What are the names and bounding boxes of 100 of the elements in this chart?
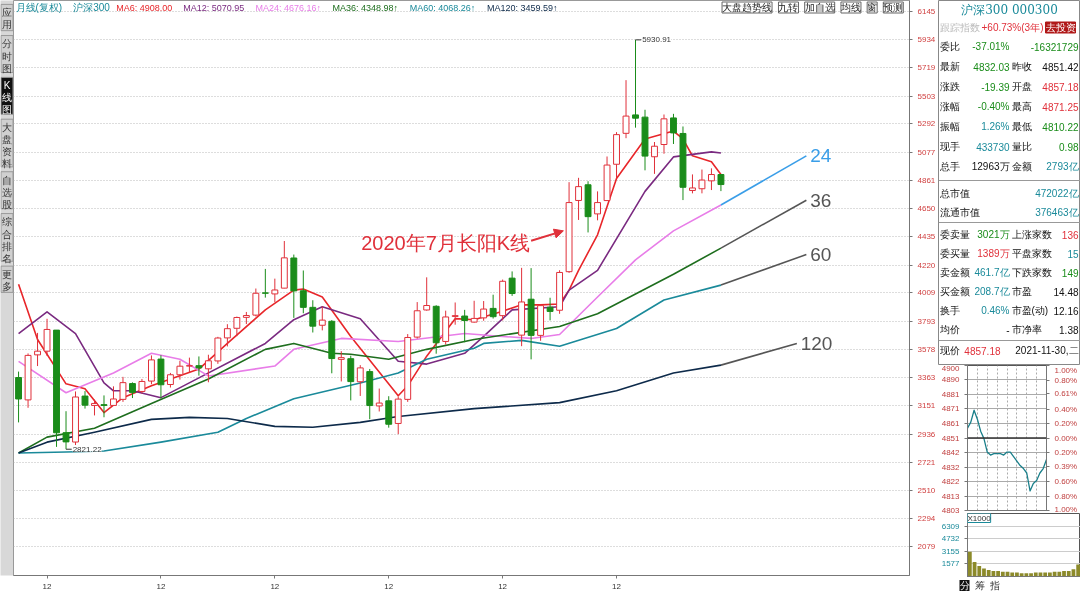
y-tick-label: 4009 — [917, 288, 936, 298]
text: 1389万 — [977, 248, 1010, 259]
x-tick-label: 12 — [612, 581, 622, 591]
candlestick — [15, 371, 22, 423]
candlestick — [43, 318, 51, 357]
text: 沪深300 000300 — [961, 2, 1058, 17]
candlestick — [375, 388, 383, 412]
candlestick — [148, 354, 155, 385]
text: 4871.25 — [1042, 101, 1079, 113]
y-tick-label: 4732 — [941, 534, 961, 544]
candlestick — [347, 355, 355, 401]
candlestick — [318, 305, 326, 331]
y2-tick-label: 0.61% — [1054, 389, 1078, 399]
text: 分时图 — [2, 38, 12, 74]
text: 量比 — [1011, 141, 1032, 152]
bar — [1066, 570, 1071, 577]
y-tick-label: 3155 — [941, 546, 961, 556]
candlestick — [670, 113, 677, 145]
y-tick-label: 4871 — [941, 404, 961, 414]
y2-tick-label: 0.60% — [1054, 477, 1078, 486]
text: MA36: 4348.98↑ — [332, 2, 399, 13]
text: 4857.18 — [964, 345, 1001, 357]
candlestick — [110, 385, 117, 406]
text: 136 — [1061, 229, 1079, 241]
text: 总市值 — [938, 188, 970, 199]
x-tick-label: 12 — [384, 581, 394, 591]
y2-tick-label: 1.00% — [1054, 504, 1078, 514]
y-tick-label: 6145 — [917, 7, 936, 17]
y-tick-label: 4861 — [941, 419, 961, 428]
candlestick — [223, 323, 231, 347]
annotation: 2020年7月长阳K线 — [361, 231, 531, 254]
text: 现价 — [939, 345, 960, 356]
text: 最新 — [939, 61, 960, 72]
candlestick — [423, 276, 431, 312]
annotation: 月线(复权) — [15, 2, 63, 13]
y-tick-label: 1577 — [941, 559, 961, 569]
text: 149 — [1061, 267, 1079, 279]
text: 上涨家数 — [1011, 229, 1052, 240]
text: 振幅 — [939, 121, 960, 132]
text: 市盈(动) — [1011, 305, 1049, 316]
y-tick-label: 4650 — [917, 203, 936, 213]
candlestick — [698, 169, 706, 194]
text: MA120: 3459.59↑ — [486, 2, 558, 13]
text: - — [1006, 324, 1010, 336]
text: 4832.03 — [973, 61, 1010, 73]
text: 均价 — [938, 324, 960, 335]
series-label: 24 — [810, 145, 832, 167]
text: 市净率 — [1011, 324, 1042, 335]
text: 指 — [988, 580, 1000, 591]
text: 15 — [1067, 248, 1079, 260]
y2-tick-label: 1.00% — [1054, 365, 1078, 375]
candlestick — [195, 355, 203, 377]
candlestick — [651, 141, 658, 175]
y-tick-label: 4842 — [941, 448, 961, 457]
series-label: 60 — [810, 244, 832, 266]
x-tick-label: 12 — [156, 581, 166, 591]
text: 4810.22 — [1042, 121, 1079, 133]
text: 换手 — [939, 305, 960, 316]
annotation: 沪深300 — [73, 2, 111, 13]
text: 市盈 — [1011, 286, 1032, 297]
y-tick-label: 2294 — [917, 514, 936, 524]
y-tick-label: 4803 — [941, 506, 961, 515]
y2-tick-label: 0.40% — [1054, 404, 1078, 414]
text: MA60: 4068.26↑ — [409, 2, 476, 13]
text: 12963万 — [971, 161, 1010, 172]
y-tick-label: 4813 — [941, 491, 961, 501]
candlestick — [100, 394, 108, 418]
candlestick — [261, 268, 269, 299]
text: 14.48 — [1053, 286, 1079, 298]
y-tick-label: 4881 — [941, 389, 961, 399]
y-tick-label: 4851 — [941, 433, 961, 443]
y-tick-label: 4435 — [917, 232, 936, 242]
text: -16321729 — [1030, 41, 1079, 53]
line-series — [967, 409, 1047, 492]
text: 金额 — [1011, 161, 1032, 172]
text: 472022亿 — [1035, 188, 1079, 199]
x-tick-label: 12 — [498, 581, 508, 591]
candlestick — [622, 79, 630, 139]
y-tick-label: 4832 — [941, 462, 961, 472]
candlestick — [119, 376, 127, 403]
y2-tick-label: 0.80% — [1054, 375, 1078, 385]
candlestick — [34, 332, 41, 367]
text: 大盘资料 — [2, 122, 12, 170]
y-tick-label: 2510 — [917, 485, 936, 495]
y-tick-label: 5934 — [917, 34, 936, 44]
text: 376463亿 — [1035, 207, 1079, 218]
candlestick — [451, 301, 459, 326]
text: 0.98 — [1059, 141, 1079, 153]
bar — [1024, 573, 1029, 577]
text: -0.40% — [977, 101, 1010, 112]
text: 买金额 — [939, 286, 970, 297]
candlestick — [489, 294, 497, 320]
candlestick — [356, 364, 364, 397]
candlestick — [594, 190, 601, 221]
y-tick-label: 3151 — [917, 401, 936, 411]
text: 下跌家数 — [1011, 267, 1052, 278]
text: 208.7亿 — [974, 286, 1010, 297]
text: 2021-11-30,二 — [1015, 345, 1079, 356]
y-tick-label: 2936 — [917, 429, 936, 439]
y-tick-label: 6309 — [941, 521, 961, 531]
